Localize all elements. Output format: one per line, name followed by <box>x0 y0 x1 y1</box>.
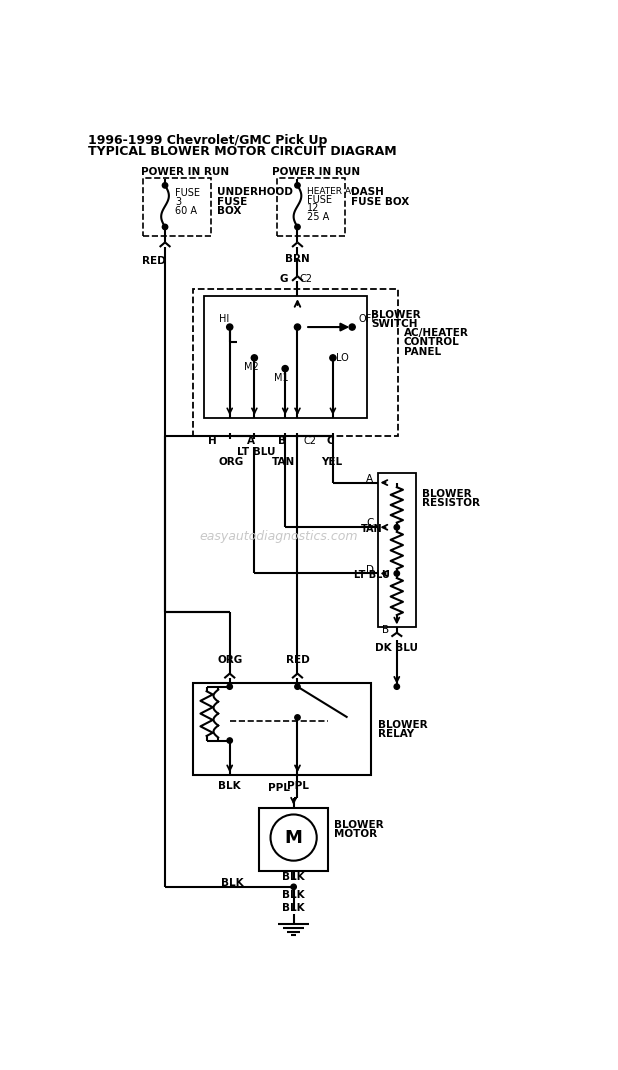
Text: 3: 3 <box>175 197 181 207</box>
Text: RED: RED <box>142 256 166 265</box>
Circle shape <box>282 366 288 371</box>
Text: A: A <box>366 474 373 484</box>
Text: ORG: ORG <box>219 457 244 467</box>
Text: YEL: YEL <box>321 457 342 467</box>
Bar <box>203 296 366 418</box>
Circle shape <box>163 225 167 230</box>
Text: G: G <box>280 274 288 285</box>
Text: AC/HEATER: AC/HEATER <box>404 328 468 338</box>
Text: HI: HI <box>219 315 229 324</box>
Text: D: D <box>366 565 374 575</box>
Circle shape <box>163 183 167 188</box>
Text: OFF: OFF <box>358 315 377 324</box>
Text: CONTROL: CONTROL <box>404 337 460 348</box>
Text: 12: 12 <box>307 203 319 214</box>
Circle shape <box>227 738 232 744</box>
Text: 25 A: 25 A <box>307 212 329 221</box>
Text: LO: LO <box>336 353 349 363</box>
Bar <box>277 178 345 236</box>
Text: C: C <box>366 518 373 529</box>
Text: B: B <box>278 435 286 446</box>
Text: M: M <box>285 828 303 846</box>
Text: BLOWER: BLOWER <box>378 720 427 730</box>
Text: TAN: TAN <box>272 457 295 467</box>
Text: BLK: BLK <box>218 781 241 791</box>
Circle shape <box>227 324 233 331</box>
Text: C: C <box>326 435 334 446</box>
Circle shape <box>295 225 300 230</box>
Bar <box>259 808 328 871</box>
Circle shape <box>295 183 300 188</box>
Text: BRN: BRN <box>285 255 310 264</box>
Text: C2: C2 <box>303 435 316 446</box>
Text: BLK: BLK <box>282 889 305 900</box>
Circle shape <box>394 570 399 576</box>
Text: RESISTOR: RESISTOR <box>422 499 480 508</box>
Circle shape <box>394 524 399 530</box>
Bar <box>378 473 416 627</box>
Text: DK BLU: DK BLU <box>375 643 418 653</box>
Text: POWER IN RUN: POWER IN RUN <box>141 167 229 177</box>
Text: BLOWER: BLOWER <box>422 489 472 499</box>
Circle shape <box>330 355 336 361</box>
Bar <box>193 289 399 437</box>
Bar <box>193 683 371 775</box>
Text: ORG: ORG <box>217 655 242 664</box>
Circle shape <box>295 684 300 689</box>
Text: BLK: BLK <box>282 903 305 913</box>
Text: H: H <box>208 435 217 446</box>
Text: BLK: BLK <box>282 872 305 882</box>
Text: FUSE: FUSE <box>175 188 200 198</box>
Circle shape <box>295 715 300 720</box>
Text: 60 A: 60 A <box>175 205 197 216</box>
Text: UNDERHOOD: UNDERHOOD <box>218 187 294 197</box>
Circle shape <box>349 324 355 331</box>
Text: POWER IN RUN: POWER IN RUN <box>272 167 360 177</box>
Text: FUSE: FUSE <box>218 197 248 207</box>
Text: FUSE BOX: FUSE BOX <box>350 197 409 207</box>
Text: HEATER AC: HEATER AC <box>307 187 357 196</box>
Circle shape <box>291 884 296 889</box>
Text: 1996-1999 Chevrolet/GMC Pick Up: 1996-1999 Chevrolet/GMC Pick Up <box>88 134 328 148</box>
Text: A: A <box>247 435 255 446</box>
Text: LT BLU: LT BLU <box>237 447 275 457</box>
Text: PPL: PPL <box>268 782 290 793</box>
Text: TAN: TAN <box>361 524 383 534</box>
Text: BLOWER: BLOWER <box>334 821 384 830</box>
Text: M1: M1 <box>274 372 289 383</box>
Text: BLOWER: BLOWER <box>371 309 421 320</box>
Text: BOX: BOX <box>218 205 242 216</box>
Circle shape <box>252 355 258 361</box>
Text: M2: M2 <box>243 362 258 372</box>
Text: PPL: PPL <box>287 781 308 791</box>
Bar <box>143 178 211 236</box>
Circle shape <box>227 684 232 689</box>
Text: BLK: BLK <box>221 878 244 888</box>
Text: PANEL: PANEL <box>404 347 441 356</box>
Text: RED: RED <box>286 655 310 664</box>
Circle shape <box>394 684 399 689</box>
Text: B: B <box>382 626 389 636</box>
Text: easyautodiagnostics.com: easyautodiagnostics.com <box>200 530 358 542</box>
Text: RELAY: RELAY <box>378 730 413 739</box>
Text: FUSE: FUSE <box>307 195 332 205</box>
Text: LT BLU: LT BLU <box>355 570 391 580</box>
Text: C2: C2 <box>299 274 312 285</box>
Text: MOTOR: MOTOR <box>334 829 378 840</box>
Text: SWITCH: SWITCH <box>371 319 418 328</box>
Text: TYPICAL BLOWER MOTOR CIRCUIT DIAGRAM: TYPICAL BLOWER MOTOR CIRCUIT DIAGRAM <box>88 146 397 158</box>
Text: DASH: DASH <box>350 187 384 197</box>
Circle shape <box>294 324 300 331</box>
